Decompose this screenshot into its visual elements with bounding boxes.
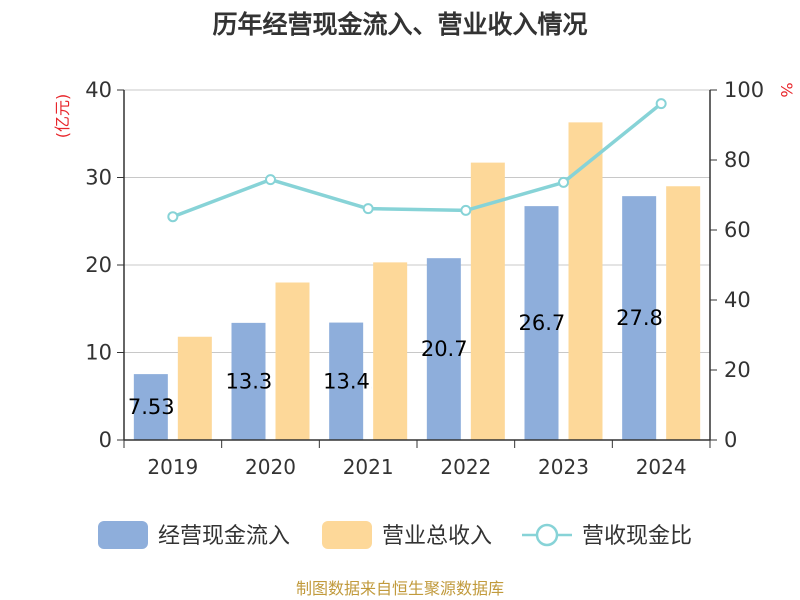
data-label-cash-inflow: 20.779 — [421, 337, 494, 361]
right-axis-unit: % — [777, 82, 796, 97]
data-labels: 7.53 13.386 13.421 20.779 26.729 27.869 — [128, 306, 689, 419]
ratio-point — [167, 211, 179, 223]
bar-revenue — [568, 122, 603, 440]
legend-label-2: 营收现金比 — [582, 524, 692, 549]
right-axis-tick-label: 80 — [724, 148, 751, 172]
bars — [133, 122, 701, 440]
chart-title: 历年经营现金流入、营业收入情况 — [212, 10, 587, 39]
data-label-cash-inflow: 7.53 — [128, 395, 175, 419]
left-axis-tick-label: 40 — [85, 78, 112, 102]
x-axis-tick-label: 2023 — [538, 455, 589, 479]
x-axis-tick-label: 2020 — [245, 455, 296, 479]
data-label-cash-inflow: 26.729 — [519, 311, 592, 335]
ratio-line — [167, 98, 667, 223]
bar-revenue — [373, 262, 408, 440]
left-axis-tick-label: 10 — [85, 341, 112, 365]
bar-revenue — [666, 186, 701, 440]
right-axis-tick-label: 60 — [724, 218, 751, 242]
bar-revenue — [275, 282, 310, 440]
ratio-point — [460, 204, 472, 216]
right-axis-tick-label: 40 — [724, 288, 751, 312]
right-axis-tick-label: 20 — [724, 358, 751, 382]
legend-swatch-1 — [322, 521, 372, 549]
source-note: 制图数据来自恒生聚源数据库 — [296, 579, 504, 598]
ratio-point — [655, 98, 667, 110]
bar-cash-inflow — [231, 322, 266, 440]
x-axis-tick-label: 2021 — [343, 455, 394, 479]
bar-revenue — [177, 336, 212, 440]
legend-label-1: 营业总收入 — [382, 524, 492, 549]
data-label-cash-inflow: 13.386 — [226, 369, 299, 393]
grid-lines — [124, 89, 710, 353]
left-axis-tick-label: 30 — [85, 166, 112, 190]
legend: 经营现金流入 营业总收入 营收现金比 — [98, 521, 692, 549]
left-axis-tick-label: 0 — [99, 428, 112, 452]
bar-cash-inflow — [524, 206, 559, 440]
left-axis-tick-label: 20 — [85, 253, 112, 277]
axes: 0 10 20 30 40 0 20 40 60 80 100 2019 2020 2021 2022 202… — [85, 78, 764, 479]
left-axis-unit: (亿元) — [53, 94, 72, 139]
ratio-point — [265, 174, 276, 186]
right-axis-tick-label: 0 — [724, 428, 737, 452]
x-axis-tick-label: 2024 — [636, 455, 687, 479]
x-axis-tick-label: 2019 — [147, 455, 198, 479]
bar-cash-inflow — [329, 322, 364, 440]
bar-cash-inflow — [622, 196, 657, 440]
legend-label-0: 经营现金流入 — [158, 524, 290, 549]
bar-cash-inflow — [426, 258, 461, 440]
ratio-point — [558, 176, 569, 188]
x-axis-tick-label: 2022 — [440, 455, 491, 479]
data-label-cash-inflow: 13.421 — [323, 369, 396, 393]
data-label-cash-inflow: 27.869 — [616, 306, 689, 330]
right-axis-tick-label: 100 — [724, 78, 764, 102]
ratio-line-path — [172, 102, 663, 219]
bar-cash-inflow — [133, 374, 168, 440]
legend-point-swatch — [535, 523, 559, 547]
ratio-point — [362, 203, 374, 215]
legend-swatch-0 — [98, 521, 148, 549]
